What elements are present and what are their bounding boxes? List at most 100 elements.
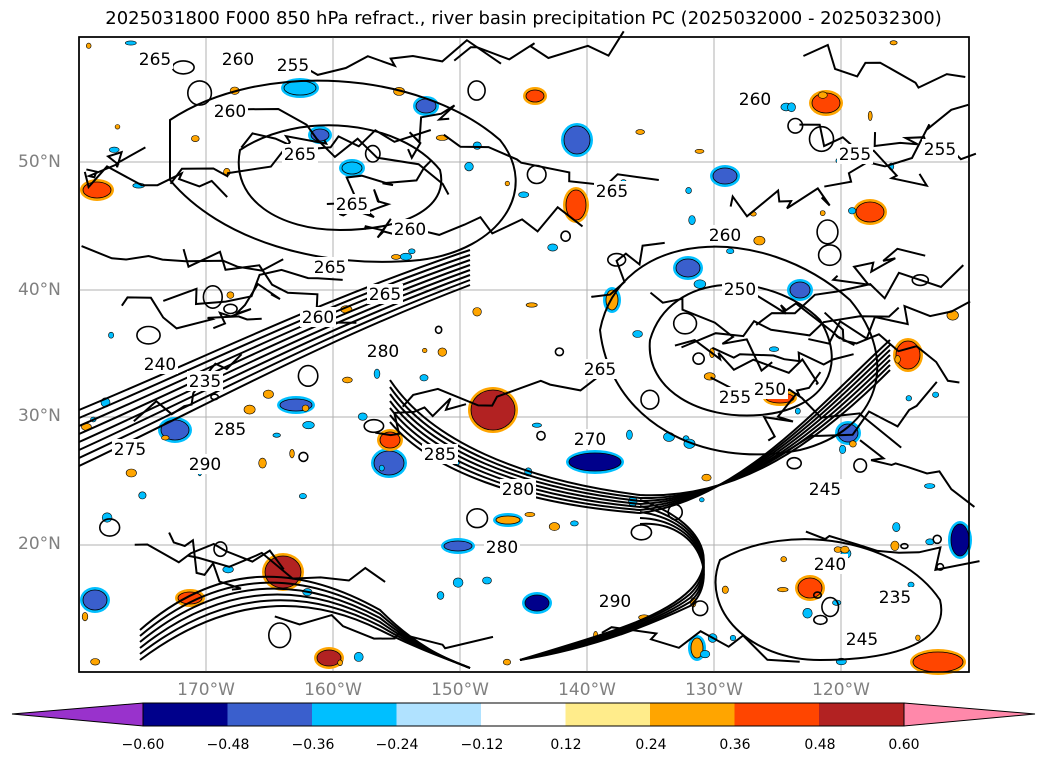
precip-speck bbox=[452, 577, 464, 588]
precip-speck bbox=[626, 429, 633, 440]
contour-label-bg bbox=[844, 629, 880, 649]
contour-cell bbox=[364, 144, 381, 163]
contour-cell bbox=[817, 244, 842, 267]
contour-label-bg bbox=[422, 444, 458, 464]
precip-blob bbox=[568, 452, 622, 472]
contour-cell bbox=[223, 303, 238, 315]
contour-line bbox=[121, 296, 262, 330]
contour-label-bg bbox=[807, 479, 843, 499]
contour-line bbox=[139, 575, 471, 669]
contour-cell bbox=[640, 389, 660, 410]
contour-cell bbox=[691, 600, 709, 617]
precip-blob bbox=[797, 577, 823, 599]
precip-blob bbox=[316, 649, 342, 667]
precip-speck bbox=[729, 634, 737, 641]
contour-line bbox=[808, 300, 971, 345]
contour-cell bbox=[932, 534, 943, 545]
precip-blob bbox=[912, 651, 964, 673]
contour-line bbox=[78, 249, 471, 411]
precip-speck bbox=[85, 42, 92, 49]
contour-label: 280 bbox=[367, 342, 399, 362]
precip-speck bbox=[436, 591, 445, 600]
contour-label: 255 bbox=[839, 145, 871, 165]
contour-line bbox=[188, 551, 386, 583]
precip-blob bbox=[950, 523, 970, 557]
precip-speck bbox=[699, 497, 705, 503]
contour-line bbox=[212, 282, 281, 330]
precip-speck bbox=[817, 91, 828, 99]
colorbar-segment bbox=[143, 703, 228, 726]
contour-label-bg bbox=[282, 144, 318, 164]
contour-label-bg bbox=[500, 479, 536, 499]
contour-line bbox=[299, 38, 502, 76]
precip-blob bbox=[895, 340, 921, 370]
precip-speck bbox=[867, 110, 873, 121]
contour-label: 290 bbox=[599, 592, 631, 612]
contour-line bbox=[78, 274, 471, 451]
precip-speck bbox=[399, 252, 412, 261]
contour-label-bg bbox=[220, 49, 256, 69]
precip-speck bbox=[840, 545, 850, 554]
contour-label: 285 bbox=[214, 420, 246, 440]
precip-blob bbox=[789, 281, 811, 299]
contour-label: 250 bbox=[724, 280, 756, 300]
contour-label: 265 bbox=[284, 145, 316, 165]
colorbar-extend-low bbox=[11, 702, 144, 727]
precip-speck bbox=[701, 473, 712, 482]
colorbar-tick: 0.12 bbox=[550, 737, 582, 753]
precip-speck bbox=[907, 581, 915, 588]
contour-line bbox=[714, 538, 943, 662]
precip-speck bbox=[839, 444, 847, 454]
contour-label-bg bbox=[300, 307, 336, 327]
colorbar-segment bbox=[481, 703, 566, 726]
contour-label-bg bbox=[717, 387, 753, 407]
precip-blob bbox=[565, 189, 587, 221]
precip-speck bbox=[524, 512, 536, 517]
precip-speck bbox=[289, 449, 295, 459]
contour-cell bbox=[536, 430, 546, 441]
precip-blob bbox=[82, 589, 108, 611]
contour-line bbox=[803, 43, 966, 89]
precip-speck bbox=[125, 40, 137, 46]
contour-cell bbox=[900, 542, 909, 550]
contour-label: 245 bbox=[846, 630, 878, 650]
contour-line bbox=[519, 511, 705, 661]
contour-label: 260 bbox=[709, 226, 741, 246]
precip-blob bbox=[177, 591, 203, 605]
precip-speck bbox=[915, 634, 921, 641]
precip-speck bbox=[753, 235, 766, 246]
contour-line bbox=[805, 530, 980, 572]
contour-cell bbox=[467, 80, 486, 101]
contour-label: 260 bbox=[222, 50, 254, 70]
lon-label-170w: 170°W bbox=[177, 680, 235, 700]
precip-speck bbox=[721, 585, 729, 594]
contour-line bbox=[168, 532, 242, 591]
colorbar bbox=[11, 702, 1036, 727]
colorbar-tick: −0.12 bbox=[460, 737, 504, 753]
contour-line bbox=[648, 283, 833, 417]
lon-label-140w: 140°W bbox=[558, 680, 616, 700]
precip-speck bbox=[125, 468, 137, 478]
precip-blob bbox=[563, 125, 591, 155]
contour-line bbox=[601, 626, 800, 663]
contour-label: 265 bbox=[584, 360, 616, 380]
colorbar-segment bbox=[396, 703, 481, 726]
contour-line bbox=[133, 353, 243, 422]
precip-speck bbox=[337, 659, 343, 666]
precip-speck bbox=[889, 40, 898, 46]
precip-speck bbox=[932, 391, 939, 398]
contour-cell bbox=[813, 614, 828, 626]
contour-label: 240 bbox=[814, 555, 846, 575]
contour-line bbox=[401, 369, 608, 408]
contour-cell bbox=[812, 591, 823, 599]
contour-line bbox=[598, 245, 879, 456]
contour-label: 255 bbox=[719, 388, 751, 408]
precip-speck bbox=[802, 607, 813, 619]
precip-speck bbox=[482, 576, 492, 585]
precip-speck bbox=[694, 149, 705, 154]
precip-speck bbox=[693, 279, 707, 289]
contour-cell bbox=[363, 418, 385, 434]
colorbar-tick: 0.60 bbox=[888, 737, 920, 753]
contour-line bbox=[443, 133, 659, 187]
